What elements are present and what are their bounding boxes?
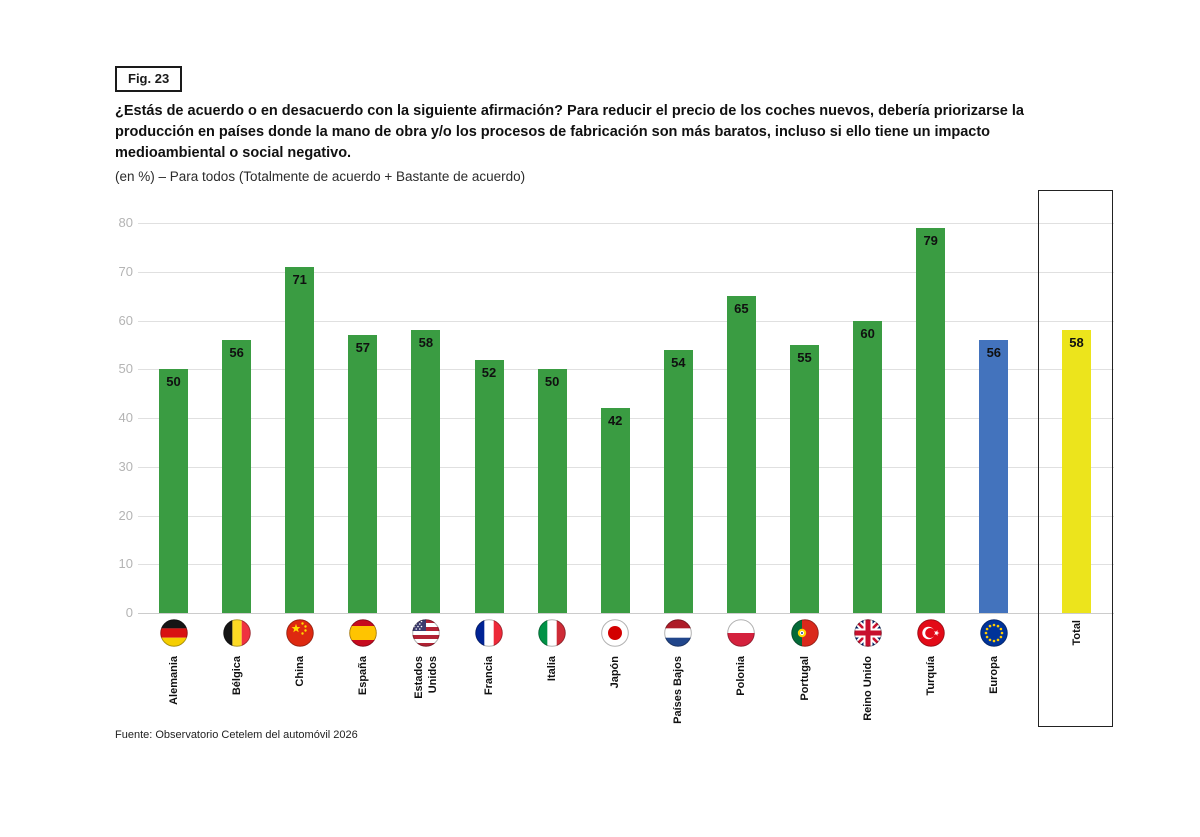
flag-usa-icon — [412, 619, 440, 647]
category-label-japon: Japón — [609, 656, 622, 689]
bar-value-label-total: 58 — [1069, 335, 1084, 351]
bar-value-label-japon: 42 — [607, 413, 623, 429]
bar-reino-unido — [853, 320, 883, 613]
category-label-europa: Europa — [987, 656, 1000, 694]
category-label-portugal: Portugal — [798, 656, 811, 701]
gridline — [138, 320, 1114, 322]
flag-italy-icon — [538, 619, 566, 647]
bar-alemania — [159, 369, 188, 613]
flag-poland-icon — [727, 619, 756, 647]
gridline — [138, 613, 1114, 614]
bar-value-label-europa: 56 — [986, 345, 1002, 360]
bar-value-label-italia: 50 — [544, 374, 560, 390]
bar-value-label-francia: 52 — [481, 364, 497, 380]
bar-value-label-belgica: 56 — [229, 345, 244, 360]
bar-japon — [600, 408, 630, 613]
gridline — [138, 223, 1114, 224]
bar-belgica — [222, 340, 252, 613]
bar-paises-bajos — [663, 349, 693, 613]
category-label-total: Total — [1070, 620, 1083, 646]
category-label-turquia: Turquía — [924, 656, 937, 696]
y-axis-tick-label: 50 — [118, 361, 133, 377]
category-label-italia: Italia — [546, 656, 559, 682]
flag-european-union-icon — [979, 619, 1008, 647]
category-label-china: China — [293, 656, 306, 687]
bar-estados-unidos — [411, 330, 441, 613]
bar-turquia — [916, 227, 946, 613]
category-label-polonia: Polonia — [735, 656, 748, 696]
flag-france-icon — [475, 619, 503, 647]
bar-value-label-paises-bajos: 54 — [671, 354, 686, 370]
bar-total — [1062, 330, 1091, 613]
flag-portugal-icon — [790, 619, 819, 647]
total-highlight-box — [1038, 190, 1113, 727]
bar-china — [285, 266, 315, 613]
bar-portugal — [790, 344, 819, 613]
bar-value-label-alemania: 50 — [166, 374, 181, 390]
gridline — [138, 369, 1114, 371]
bar-value-label-reino-unido: 60 — [860, 325, 875, 341]
source-note: Fuente: Observatorio Cetelem del automóv… — [115, 729, 358, 741]
flag-turkey-icon — [916, 619, 945, 647]
bar-value-label-china: 71 — [292, 271, 307, 287]
y-axis-tick-label: 80 — [118, 215, 133, 230]
bar-value-label-portugal: 55 — [797, 349, 812, 365]
category-label-reino-unido: Reino Unido — [861, 656, 874, 721]
bar-italia — [537, 369, 567, 613]
flag-united-kingdom-icon — [853, 619, 882, 647]
y-axis-tick-label: 40 — [118, 410, 133, 425]
category-label-alemania: Alemania — [167, 656, 180, 705]
flag-china-icon — [285, 619, 314, 647]
flag-germany-icon — [159, 619, 188, 647]
flag-belgium-icon — [222, 619, 251, 647]
flag-spain-icon — [348, 619, 377, 647]
bar-value-label-estados-unidos: 58 — [418, 335, 434, 351]
category-label-paises-bajos: Países Bajos — [672, 656, 685, 724]
y-axis-tick-label: 0 — [125, 605, 133, 620]
figure-label: Fig. 23 — [115, 66, 183, 92]
y-axis-tick-label: 60 — [118, 312, 133, 328]
flag-netherlands-icon — [664, 619, 693, 647]
category-label-francia: Francia — [483, 656, 495, 696]
bar-europa — [979, 340, 1009, 613]
y-axis-tick-label: 70 — [118, 263, 133, 279]
bar-espana — [348, 335, 378, 613]
chart-subtitle: (en %) – Para todos (Totalmente de acuer… — [115, 169, 526, 184]
bar-value-label-turquia: 79 — [923, 232, 938, 248]
bar-francia — [474, 359, 504, 613]
bar-polonia — [726, 296, 756, 613]
y-axis-tick-label: 30 — [118, 458, 133, 474]
bar-value-label-espana: 57 — [355, 340, 371, 356]
flag-japan-icon — [601, 619, 629, 647]
chart-title: ¿Estás de acuerdo o en desacuerdo con la… — [115, 103, 1024, 161]
gridline — [138, 271, 1114, 273]
bar-value-label-polonia: 65 — [734, 301, 749, 317]
category-label-espana: España — [356, 656, 369, 696]
category-label-estados-unidos: Estados Unidos — [412, 656, 439, 699]
category-label-belgica: Bélgica — [230, 656, 243, 696]
y-axis-tick-label: 20 — [118, 507, 133, 523]
y-axis-tick-label: 10 — [118, 556, 133, 572]
